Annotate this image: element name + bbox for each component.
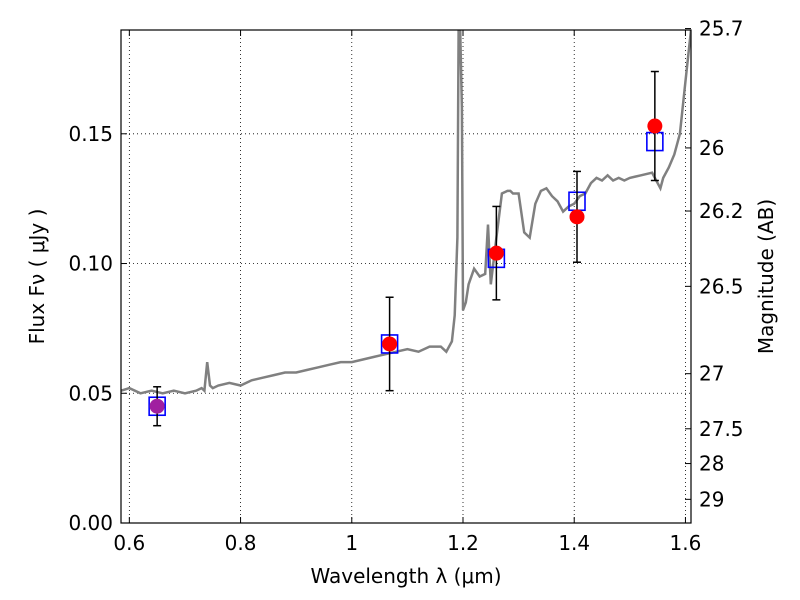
y-tick-label: 0.00 (68, 511, 113, 535)
x-tick-label: 1 (345, 531, 358, 555)
x-axis-label: Wavelength λ (μm) (310, 564, 501, 588)
observed-point (149, 398, 165, 414)
observed-point (569, 209, 585, 225)
x-tick-label: 0.6 (113, 531, 145, 555)
x-tick-label: 1.6 (670, 531, 702, 555)
y-tick-label: 0.15 (68, 122, 113, 146)
y-axis-ticks: 0.00 0.05 0.10 0.15 (68, 122, 127, 535)
y-axis-label: Flux Fν ( μJy ) (25, 209, 49, 345)
right-tick-label: 27 (699, 362, 724, 386)
observed-point (488, 245, 504, 261)
observed-point (382, 336, 398, 352)
y-tick-label: 0.10 (68, 252, 113, 276)
right-tick-label: 26.5 (699, 274, 744, 298)
right-axis-ticks: 25.7 26 26.2 26.5 27 27.5 28 29 (685, 17, 744, 511)
right-tick-label: 26.2 (699, 199, 744, 223)
right-tick-label: 27.5 (699, 417, 744, 441)
plot-frame (120, 29, 692, 524)
right-tick-label: 26 (699, 136, 724, 160)
observed-series (149, 70, 663, 427)
grid (121, 30, 691, 524)
x-tick-label: 0.8 (225, 531, 257, 555)
spectrum-line (121, 30, 691, 395)
x-tick-label: 1.2 (447, 531, 479, 555)
y-tick-label: 0.05 (68, 381, 113, 405)
right-axis-label: Magnitude (AB) (754, 199, 778, 354)
x-axis-ticks: 0.6 0.8 1 1.2 1.4 1.6 (113, 30, 701, 555)
right-tick-label: 29 (699, 487, 724, 511)
x-tick-label: 1.4 (558, 531, 590, 555)
right-tick-label: 28 (699, 452, 724, 476)
observed-point (647, 118, 663, 134)
model-spectrum (121, 30, 691, 395)
right-tick-label: 25.7 (699, 17, 744, 41)
model-bandflux-series (148, 131, 664, 417)
